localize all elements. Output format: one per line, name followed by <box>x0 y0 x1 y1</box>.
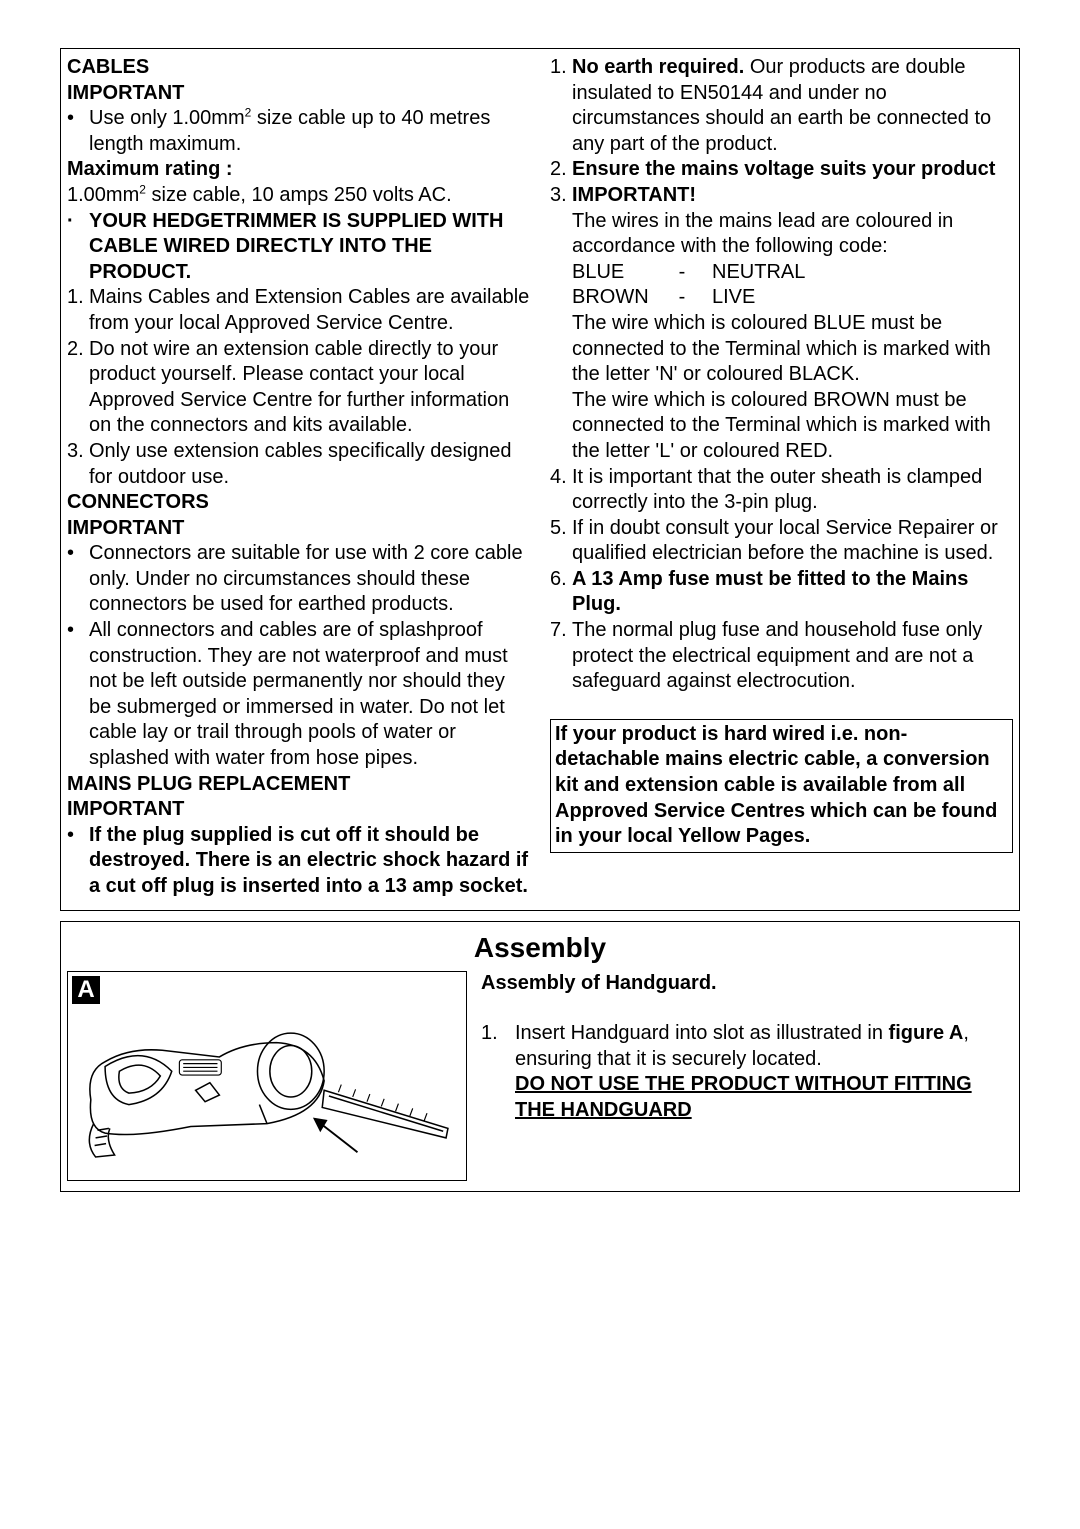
cables-heading: CABLES <box>67 55 530 81</box>
bold-text: figure A <box>889 1022 964 1044</box>
list-text: If the plug supplied is cut off it shoul… <box>89 823 530 900</box>
table-row: BROWN - LIVE <box>572 285 1013 311</box>
mains-plug-bullet: If the plug supplied is cut off it shoul… <box>67 823 530 900</box>
bullet-icon <box>67 209 89 286</box>
text-fragment: The wire which is coloured BLUE must be … <box>572 311 1013 388</box>
right-item-4: 4. It is important that the outer sheath… <box>550 465 1013 516</box>
hedgetrimmer-illustration <box>72 976 462 1176</box>
text-fragment: size cable, 10 amps 250 volts AC. <box>146 184 452 206</box>
list-text: IMPORTANT! The wires in the mains lead a… <box>572 183 1013 465</box>
list-text: Mains Cables and Extension Cables are av… <box>89 285 530 336</box>
list-number: 2. <box>67 337 89 439</box>
wire-colour: BLUE <box>572 260 672 286</box>
list-text: The normal plug fuse and household fuse … <box>572 618 1013 695</box>
cables-item-2: 2. Do not wire an extension cable direct… <box>67 337 530 439</box>
bullet-icon <box>67 618 89 772</box>
list-text: If in doubt consult your local Service R… <box>572 516 1013 567</box>
list-text: All connectors and cables are of splashp… <box>89 618 530 772</box>
important-heading-2: IMPORTANT <box>67 516 530 542</box>
right-item-6: 6. A 13 Amp fuse must be fitted to the M… <box>550 567 1013 618</box>
left-column: CABLES IMPORTANT Use only 1.00mm2 size c… <box>67 55 530 900</box>
wire-colour: BROWN <box>572 285 672 311</box>
list-text: Insert Handguard into slot as illustrate… <box>515 1021 1013 1072</box>
list-number: 7. <box>550 618 572 695</box>
list-text: It is important that the outer sheath is… <box>572 465 1013 516</box>
supplied-note-text: YOUR HEDGETRIMMER IS SUPPLIED WITH CABLE… <box>89 209 530 286</box>
text-fragment: The wire which is coloured BROWN must be… <box>572 388 1013 465</box>
text-fragment: Use only 1.00mm <box>89 107 245 129</box>
bullet-icon <box>67 823 89 900</box>
important-heading-1: IMPORTANT <box>67 81 530 107</box>
connectors-bullet-2: All connectors and cables are of splashp… <box>67 618 530 772</box>
list-text: No earth required. Our products are doub… <box>572 55 1013 157</box>
bullet-icon <box>67 106 89 157</box>
list-number: 1. <box>481 1021 515 1072</box>
two-column-layout: CABLES IMPORTANT Use only 1.00mm2 size c… <box>67 55 1013 900</box>
text-fragment: 1.00mm <box>67 184 139 206</box>
list-number: 3. <box>67 439 89 490</box>
connectors-heading: CONNECTORS <box>67 490 530 516</box>
bold-text: No earth required. <box>572 56 744 78</box>
list-number: 4. <box>550 465 572 516</box>
wire-function: NEUTRAL <box>692 260 805 286</box>
list-number: 1. <box>550 55 572 157</box>
assembly-text-column: Assembly of Handguard. 1. Insert Handgua… <box>481 971 1013 1181</box>
table-row: BLUE - NEUTRAL <box>572 260 1013 286</box>
conversion-kit-info-box: If your product is hard wired i.e. non-d… <box>550 719 1013 853</box>
electrical-section: CABLES IMPORTANT Use only 1.00mm2 size c… <box>60 48 1020 911</box>
list-number: 6. <box>550 567 572 618</box>
right-item-1: 1. No earth required. Our products are d… <box>550 55 1013 157</box>
cables-item-1: 1. Mains Cables and Extension Cables are… <box>67 285 530 336</box>
important-heading-3: IMPORTANT <box>67 797 530 823</box>
max-rating-value: 1.00mm2 size cable, 10 amps 250 volts AC… <box>67 183 530 209</box>
right-item-5: 5. If in doubt consult your local Servic… <box>550 516 1013 567</box>
bullet-icon <box>67 541 89 618</box>
wire-colour-code-table: BLUE - NEUTRAL BROWN - LIVE <box>572 260 1013 311</box>
wire-function: LIVE <box>692 285 755 311</box>
right-item-2: 2. Ensure the mains voltage suits your p… <box>550 157 1013 183</box>
dash: - <box>672 260 692 286</box>
assembly-title: Assembly <box>67 928 1013 972</box>
max-rating-label: Maximum rating : <box>67 157 530 183</box>
list-text: A 13 Amp fuse must be fitted to the Main… <box>572 567 1013 618</box>
right-item-7: 7. The normal plug fuse and household fu… <box>550 618 1013 695</box>
list-text: Ensure the mains voltage suits your prod… <box>572 157 1013 183</box>
assembly-item-1: 1. Insert Handguard into slot as illustr… <box>481 1021 1013 1072</box>
handguard-warning: DO NOT USE THE PRODUCT WITHOUT FITTING T… <box>481 1072 1013 1123</box>
list-text: Only use extension cables specifically d… <box>89 439 530 490</box>
text-fragment: Insert Handguard into slot as illustrate… <box>515 1022 889 1044</box>
list-number: 5. <box>550 516 572 567</box>
assembly-sub-heading: Assembly of Handguard. <box>481 971 1013 997</box>
superscript: 2 <box>139 182 146 196</box>
right-column: 1. No earth required. Our products are d… <box>550 55 1013 900</box>
bold-text: IMPORTANT! <box>572 183 1013 209</box>
list-number: 2. <box>550 157 572 183</box>
list-text: Connectors are suitable for use with 2 c… <box>89 541 530 618</box>
figure-label: A <box>72 976 100 1004</box>
right-item-3: 3. IMPORTANT! The wires in the mains lea… <box>550 183 1013 465</box>
supplied-note-bullet: YOUR HEDGETRIMMER IS SUPPLIED WITH CABLE… <box>67 209 530 286</box>
connectors-bullet-1: Connectors are suitable for use with 2 c… <box>67 541 530 618</box>
cables-item-3: 3. Only use extension cables specificall… <box>67 439 530 490</box>
assembly-section: Assembly A <box>60 921 1020 1193</box>
spacer <box>481 997 1013 1021</box>
cable-size-bullet: Use only 1.00mm2 size cable up to 40 met… <box>67 106 530 157</box>
figure-a-box: A <box>67 971 467 1181</box>
list-number: 3. <box>550 183 572 465</box>
assembly-content: A <box>67 971 1013 1181</box>
list-number: 1. <box>67 285 89 336</box>
text-fragment: The wires in the mains lead are coloured… <box>572 209 1013 260</box>
mains-plug-heading: MAINS PLUG REPLACEMENT <box>67 772 530 798</box>
dash: - <box>672 285 692 311</box>
list-text: Do not wire an extension cable directly … <box>89 337 530 439</box>
cable-size-text: Use only 1.00mm2 size cable up to 40 met… <box>89 106 530 157</box>
